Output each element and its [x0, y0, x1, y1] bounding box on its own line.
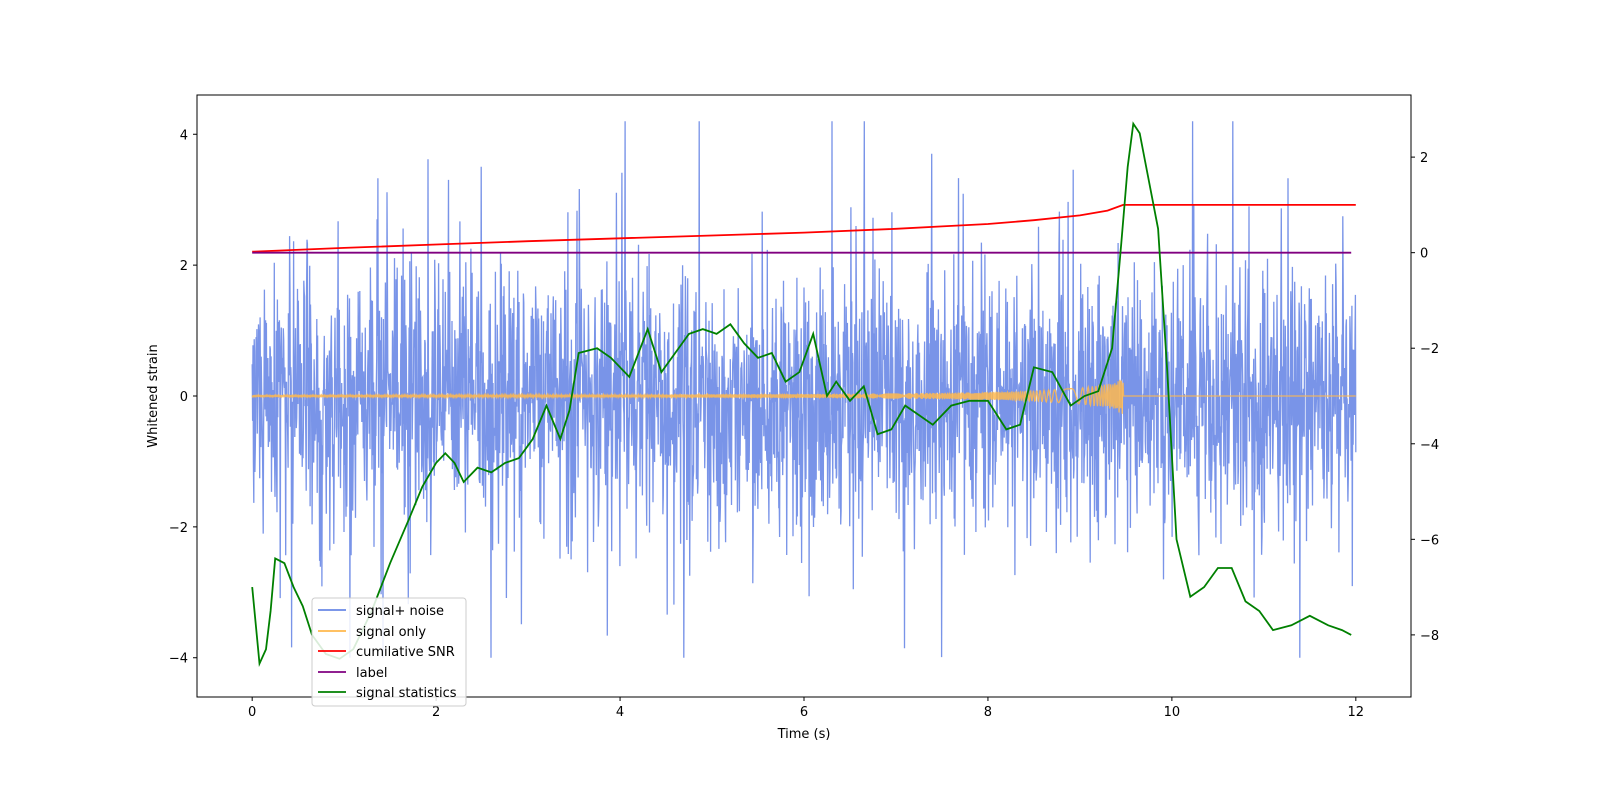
x-tick-label: 4: [616, 705, 624, 720]
y-tick-label: 4: [180, 128, 188, 143]
axes-layer: 0 2 4 6 8 10 12 −4 −2 0 2 4 −8 −6 −4 −2 0 2: [169, 128, 1439, 720]
y-tick-label: −4: [169, 652, 188, 667]
series-layer: [251, 121, 1357, 668]
series-signal-only: [251, 379, 1356, 414]
y-tick-label: 2: [180, 259, 188, 274]
x-axis-label: Time (s): [777, 727, 831, 742]
x-tick-label: 2: [432, 705, 440, 720]
y2-tick-label: −4: [1420, 438, 1439, 453]
y2-tick-label: 2: [1420, 151, 1428, 166]
x-tick-label: 10: [1164, 705, 1181, 720]
legend-label-signal-noise: signal+ noise: [356, 604, 444, 619]
legend: signal+ noise signal only cumilative SNR…: [311, 597, 467, 707]
legend-label-signal-statistics: signal statistics: [356, 686, 457, 701]
x-tick-label: 6: [800, 705, 808, 720]
x-tick-label: 12: [1348, 705, 1365, 720]
series-signal-statistics: [251, 121, 1352, 668]
y-tick-label: −2: [169, 521, 188, 536]
legend-label-cumulative-snr: cumilative SNR: [356, 645, 455, 660]
y-tick-label: 0: [180, 390, 188, 405]
y-axis-label: Whitened strain: [146, 344, 161, 447]
x-tick-label: 0: [248, 705, 256, 720]
y2-tick-label: −2: [1420, 342, 1439, 357]
series-cumulative-snr: [252, 203, 1356, 253]
y2-tick-label: 0: [1420, 247, 1428, 262]
y2-tick-label: −8: [1420, 629, 1439, 644]
legend-label-label: label: [356, 666, 387, 681]
y2-tick-label: −6: [1420, 533, 1439, 548]
legend-frame: [311, 597, 467, 707]
legend-label-signal-only: signal only: [356, 625, 426, 640]
x-tick-label: 8: [984, 705, 992, 720]
